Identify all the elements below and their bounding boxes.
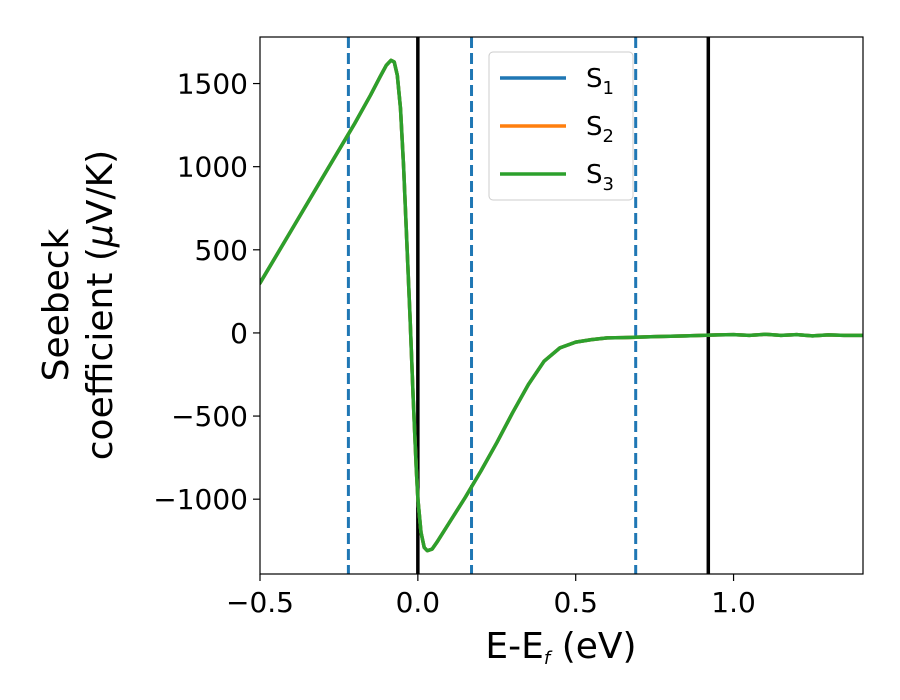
y-tick-label: −500	[171, 400, 248, 433]
legend-label-s3: S3	[586, 160, 614, 195]
y-tick-label: 0	[230, 317, 248, 350]
plot-area-frame	[259, 36, 864, 575]
x-tick-label: 0.0	[396, 586, 441, 619]
x-tick-label: −0.5	[226, 586, 294, 619]
y-tick-label: 1500	[177, 68, 248, 101]
legend-label-s1: S1	[586, 64, 614, 99]
y-axis-title-line2: coefficient (μV/K)	[80, 150, 121, 460]
x-axis-ticks: −0.5 0.0 0.5 1.0	[226, 574, 756, 619]
x-tick-label: 0.5	[553, 586, 598, 619]
y-axis-title-line1: Seebeck	[36, 228, 77, 381]
series-line-s3	[260, 58, 863, 553]
y-axis-title: Seebeck coefficient (μV/K)	[36, 150, 121, 460]
series-lines	[260, 58, 863, 553]
x-axis-title: E-Ef (eV)	[485, 626, 636, 669]
x-tick-label: 1.0	[711, 586, 756, 619]
legend: S1 S2 S3	[488, 51, 634, 201]
y-tick-label: 500	[195, 234, 248, 267]
y-tick-label: 1000	[177, 151, 248, 184]
legend-label-s2: S2	[586, 112, 614, 147]
y-tick-label: −1000	[153, 483, 248, 516]
y-axis-ticks: −1000 −500 0 500 1000 1500	[153, 68, 260, 516]
